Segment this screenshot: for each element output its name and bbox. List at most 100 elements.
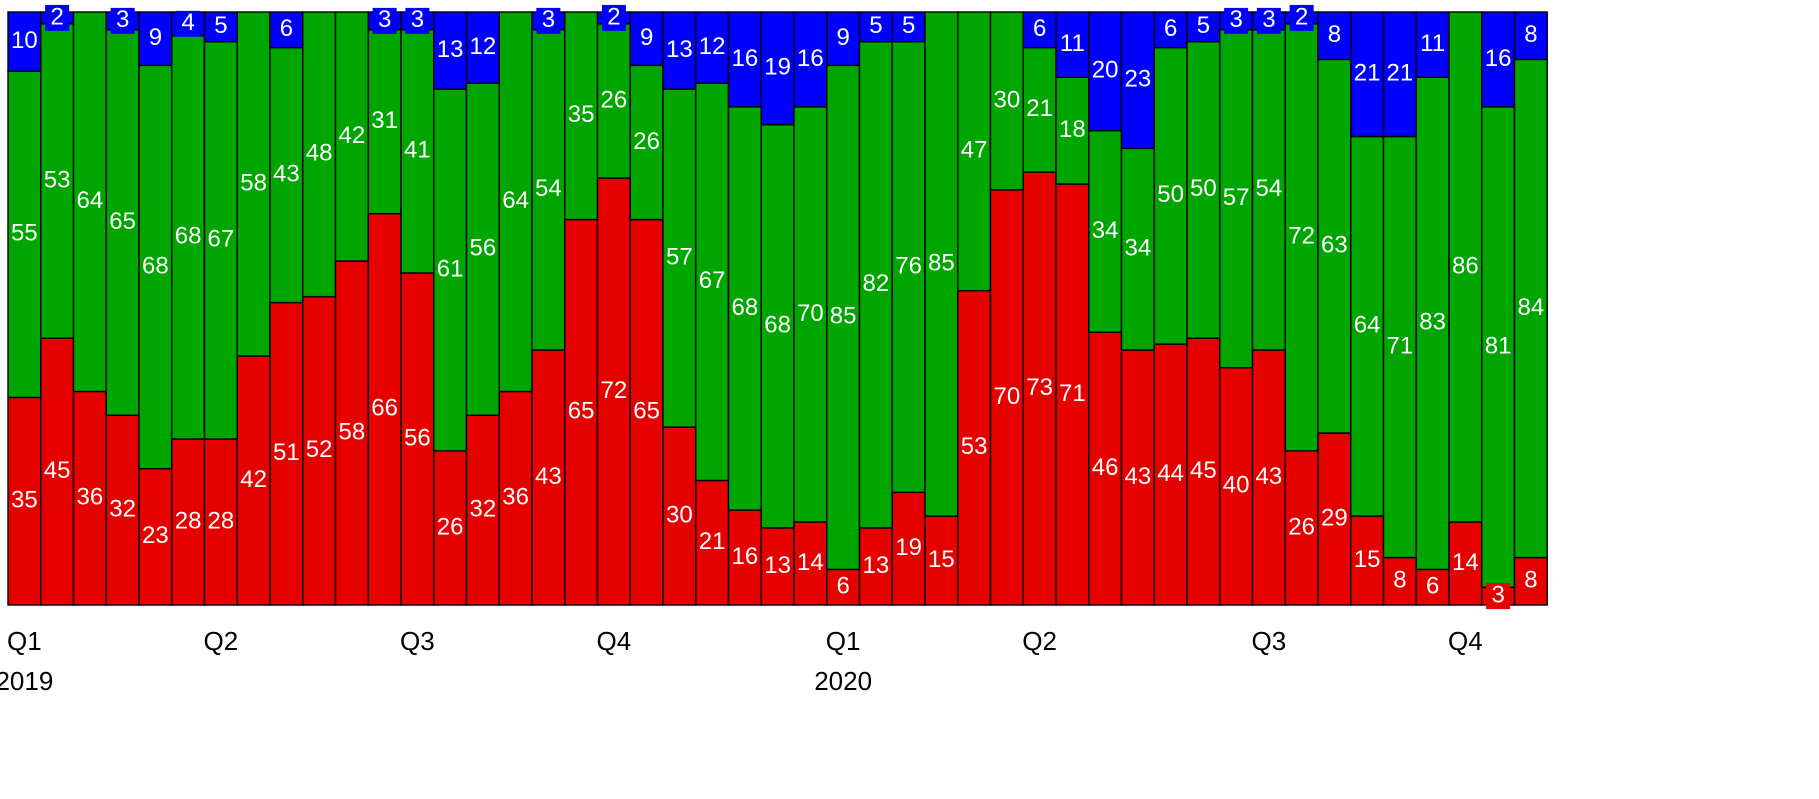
- value-label-bottom: 13: [863, 552, 890, 579]
- value-label-bottom: 58: [339, 418, 366, 445]
- value-label-middle: 67: [208, 226, 235, 253]
- value-label-bottom: 43: [1256, 463, 1283, 490]
- value-label-bottom: 53: [961, 433, 988, 460]
- value-label-middle: 68: [764, 312, 791, 339]
- x-tick-label: Q1: [826, 626, 861, 656]
- value-label-middle: 50: [1190, 175, 1217, 202]
- x-tick-label: Q2: [204, 626, 239, 656]
- value-label-middle: 68: [175, 223, 202, 250]
- value-label-bottom: 71: [1059, 380, 1086, 407]
- value-label-bottom: 32: [109, 495, 136, 522]
- value-label-bottom: 65: [633, 398, 660, 425]
- value-label-top: 13: [437, 36, 464, 63]
- value-label-top: 3: [1262, 6, 1275, 33]
- value-label-middle: 30: [994, 86, 1021, 113]
- value-label-middle: 68: [732, 294, 759, 321]
- value-label-bottom: 65: [568, 398, 595, 425]
- value-label-middle: 61: [437, 255, 464, 282]
- value-label-bottom: 30: [666, 501, 693, 528]
- value-label-top: 21: [1387, 60, 1414, 87]
- value-label-middle: 84: [1518, 294, 1545, 321]
- value-label-bottom: 45: [44, 457, 71, 484]
- value-label-top: 6: [1164, 15, 1177, 42]
- value-label-middle: 81: [1485, 332, 1512, 359]
- value-label-bottom: 8: [1393, 567, 1406, 594]
- value-label-bottom: 28: [175, 507, 202, 534]
- value-label-top: 6: [1033, 15, 1046, 42]
- value-label-middle: 35: [568, 101, 595, 128]
- value-label-bottom: 56: [404, 424, 431, 451]
- value-label-middle: 72: [1288, 223, 1315, 250]
- value-label-bottom: 43: [1125, 463, 1152, 490]
- value-label-middle: 31: [371, 107, 398, 134]
- value-label-middle: 63: [1321, 232, 1348, 259]
- value-label-middle: 26: [601, 86, 628, 113]
- value-label-top: 16: [797, 45, 824, 72]
- value-label-bottom: 51: [273, 439, 300, 466]
- value-label-bottom: 36: [77, 484, 104, 511]
- value-label-top: 8: [1524, 21, 1537, 48]
- value-label-bottom: 23: [142, 522, 169, 549]
- value-label-top: 12: [699, 33, 726, 60]
- value-label-bottom: 6: [836, 573, 849, 600]
- value-label-bottom: 6: [1426, 573, 1439, 600]
- value-label-middle: 67: [699, 267, 726, 294]
- value-label-bottom: 42: [240, 466, 267, 493]
- value-label-top: 9: [149, 24, 162, 51]
- bars-layer: [8, 12, 1547, 605]
- x-tick-label: Q3: [1252, 626, 1287, 656]
- value-label-top: 11: [1060, 30, 1085, 57]
- value-label-bottom: 45: [1190, 457, 1217, 484]
- value-label-bottom: 13: [764, 552, 791, 579]
- value-label-top: 11: [1420, 30, 1445, 57]
- value-label-top: 2: [50, 3, 63, 30]
- value-label-bottom: 66: [371, 395, 398, 422]
- value-label-bottom: 28: [208, 507, 235, 534]
- value-label-top: 23: [1125, 66, 1152, 93]
- value-label-middle: 85: [928, 249, 955, 276]
- value-label-middle: 83: [1419, 309, 1446, 336]
- value-label-bottom: 73: [1026, 374, 1053, 401]
- value-label-top: 5: [869, 12, 882, 39]
- value-label-middle: 58: [240, 169, 267, 196]
- value-label-top: 2: [607, 3, 620, 30]
- value-label-top: 3: [116, 6, 129, 33]
- value-label-top: 19: [764, 54, 791, 81]
- value-label-middle: 18: [1059, 116, 1086, 143]
- value-label-bottom: 26: [1288, 513, 1315, 540]
- value-label-bottom: 29: [1321, 504, 1348, 531]
- value-label-middle: 57: [666, 243, 693, 270]
- value-label-top: 6: [280, 15, 293, 42]
- value-label-middle: 34: [1092, 217, 1119, 244]
- value-label-bottom: 3: [1491, 581, 1504, 608]
- value-label-middle: 86: [1452, 252, 1479, 279]
- value-label-middle: 50: [1157, 181, 1184, 208]
- value-label-bottom: 72: [601, 377, 628, 404]
- value-label-top: 5: [1197, 12, 1210, 39]
- value-label-middle: 21: [1026, 95, 1053, 122]
- value-label-bottom: 8: [1524, 567, 1537, 594]
- value-label-middle: 64: [502, 187, 529, 214]
- value-label-middle: 47: [961, 137, 988, 164]
- value-label-top: 9: [836, 24, 849, 51]
- value-label-bottom: 15: [1354, 546, 1381, 573]
- x-tick-label: Q4: [1448, 626, 1483, 656]
- value-label-bottom: 16: [732, 543, 759, 570]
- value-label-middle: 65: [109, 208, 136, 235]
- value-label-middle: 57: [1223, 184, 1250, 211]
- value-label-top: 2: [1295, 3, 1308, 30]
- value-label-top: 3: [542, 6, 555, 33]
- value-label-top: 16: [1485, 45, 1512, 72]
- value-label-middle: 68: [142, 252, 169, 279]
- value-label-middle: 64: [77, 187, 104, 214]
- value-label-top: 13: [666, 36, 693, 63]
- value-label-top: 3: [411, 6, 424, 33]
- value-label-middle: 53: [44, 166, 71, 193]
- value-label-bottom: 19: [895, 534, 922, 561]
- value-label-middle: 82: [863, 270, 890, 297]
- value-label-top: 10: [11, 27, 38, 54]
- value-label-middle: 54: [535, 175, 562, 202]
- value-label-bottom: 44: [1157, 460, 1184, 487]
- value-label-middle: 76: [895, 252, 922, 279]
- value-label-bottom: 15: [928, 546, 955, 573]
